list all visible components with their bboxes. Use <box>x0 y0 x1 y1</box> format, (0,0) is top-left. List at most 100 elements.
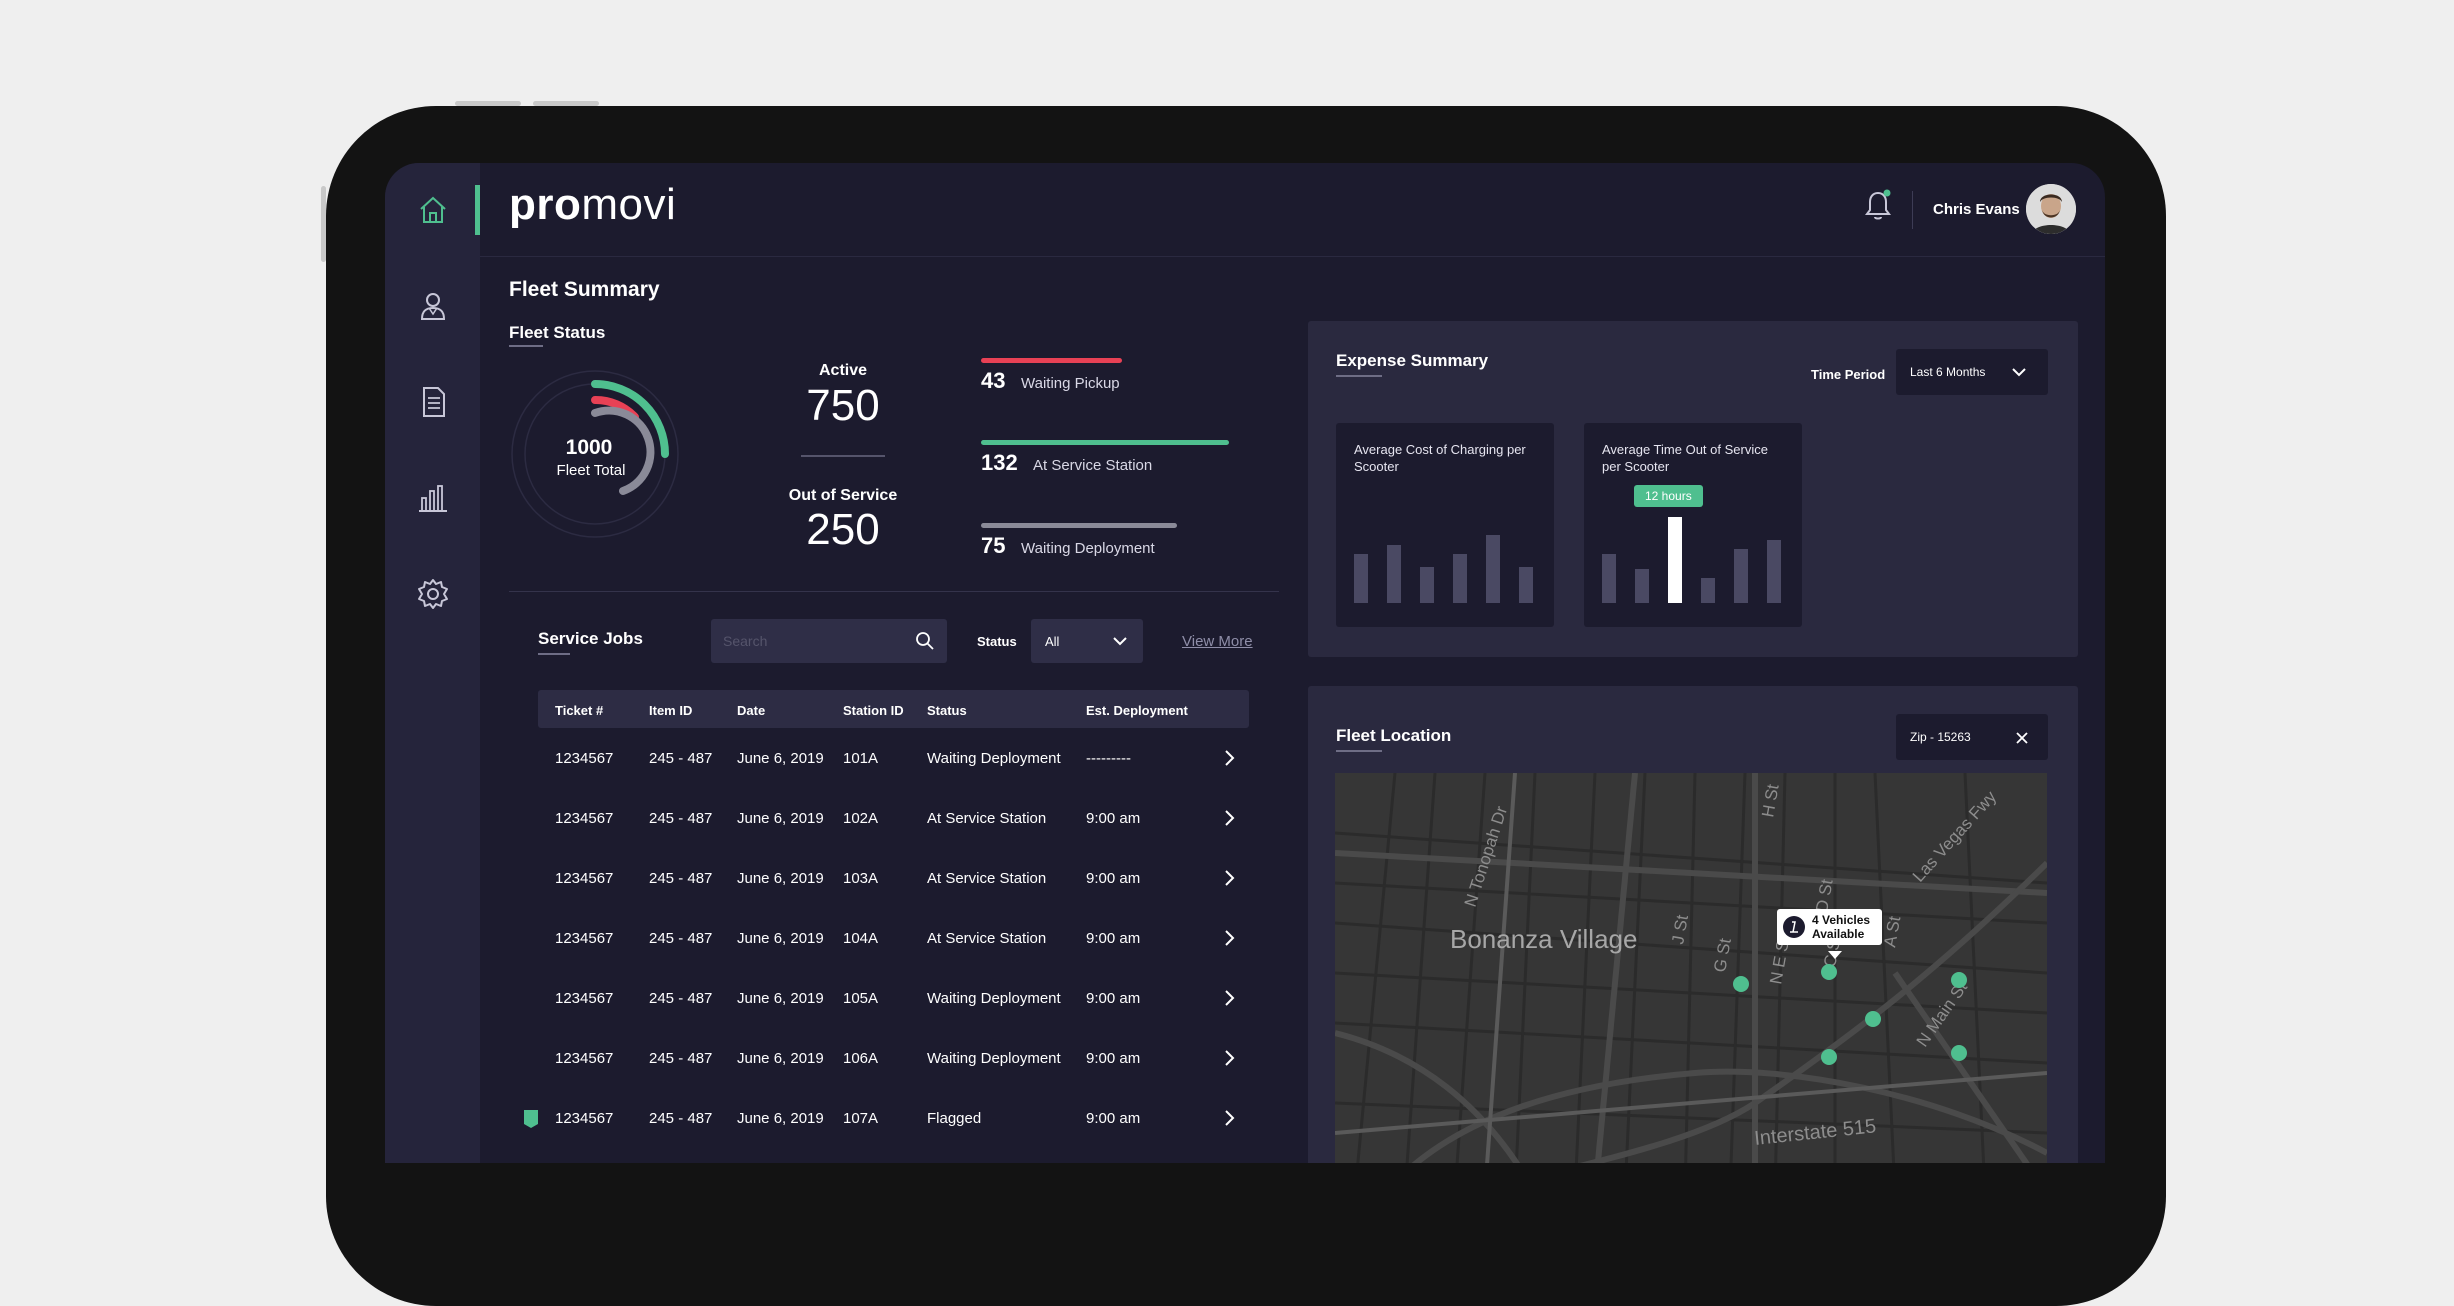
vehicles-popup[interactable]: 4 Vehicles Available <box>1777 909 1882 945</box>
chevron-right-icon[interactable] <box>1223 929 1235 947</box>
vehicle-marker[interactable] <box>1821 1049 1837 1065</box>
search-placeholder: Search <box>723 633 768 649</box>
home-icon <box>420 196 446 223</box>
expense-tooltip: 12 hours <box>1634 485 1703 507</box>
column-header[interactable]: Station ID <box>843 703 904 718</box>
vehicles-popup-text: 4 Vehicles Available <box>1812 913 1871 941</box>
table-header: Ticket # Item ID Date Station ID Status … <box>538 690 1249 728</box>
cell-date: June 6, 2019 <box>737 870 824 887</box>
service-jobs-title: Service Jobs <box>538 629 643 648</box>
chevron-down-icon <box>1113 637 1127 646</box>
expense-card-title: Average Time Out of Service per Scooter <box>1602 442 1768 474</box>
table-row[interactable]: 1234567 245 - 487 June 6, 2019 101A Waiting … <box>538 728 1249 788</box>
notifications-button[interactable] <box>1862 187 1894 228</box>
fleet-status-title: Fleet Status <box>509 323 606 342</box>
map-label: Bonanza Village <box>1450 924 1637 954</box>
cell-ticket: 1234567 <box>555 990 614 1007</box>
map[interactable]: Bonanza Village N Tonopah Dr H St D St L… <box>1335 773 2047 1163</box>
cell-station: 106A <box>843 1050 879 1067</box>
cell-status: Waiting Deployment <box>927 750 1061 767</box>
vehicle-marker[interactable] <box>1821 964 1837 980</box>
cell-ticket: 1234567 <box>555 750 614 767</box>
vehicle-marker[interactable] <box>1733 976 1749 992</box>
chevron-right-icon[interactable] <box>1223 869 1235 887</box>
logo[interactable]: promovi <box>509 180 677 229</box>
tablet-button <box>533 101 599 106</box>
table-row[interactable]: 1234567 245 - 487 June 6, 2019 102A At Servi… <box>538 788 1249 848</box>
expense-bar <box>1420 567 1434 603</box>
cell-item: 245 - 487 <box>649 870 713 887</box>
search-input[interactable]: Search <box>711 619 947 663</box>
bell-icon <box>1865 189 1891 220</box>
time-period-select[interactable]: Last 6 Months <box>1896 349 2048 395</box>
cell-status: At Service Station <box>927 810 1047 827</box>
fleet-total-value: 1000 <box>565 436 613 459</box>
column-header[interactable]: Ticket # <box>555 703 604 718</box>
expense-card[interactable]: Average Time Out of Service per Scooter … <box>1584 423 1802 627</box>
status-filter-label: Status <box>977 634 1017 649</box>
time-period-value: Last 6 Months <box>1910 365 1986 379</box>
cell-est: 9:00 am <box>1086 990 1141 1007</box>
expense-bar <box>1767 540 1781 603</box>
tablet-button <box>321 186 326 262</box>
section-underline <box>538 653 570 655</box>
expense-card-title: Average Cost of Charging per Scooter <box>1354 442 1526 474</box>
flag-icon <box>524 1110 538 1128</box>
cell-ticket: 1234567 <box>555 930 614 947</box>
expense-bar <box>1701 578 1715 603</box>
column-header[interactable]: Status <box>927 703 967 718</box>
close-icon[interactable] <box>2016 732 2028 744</box>
zip-filter-chip[interactable]: Zip - 15263 <box>1896 714 2048 760</box>
sidebar-item-documents[interactable] <box>415 384 451 420</box>
chevron-right-icon[interactable] <box>1223 809 1235 827</box>
view-more-link[interactable]: View More <box>1182 633 1253 650</box>
vehicle-marker[interactable] <box>1951 972 1967 988</box>
table-row[interactable]: 1234567 245 - 487 June 6, 2019 107A Flagged 9… <box>524 1088 1249 1148</box>
table-row[interactable]: 1234567 245 - 487 June 6, 2019 106A Waiting … <box>538 1028 1249 1088</box>
table-row[interactable]: 1234567 245 - 487 June 6, 2019 104A At Servi… <box>538 908 1249 968</box>
column-header[interactable]: Date <box>737 703 766 718</box>
chevron-right-icon[interactable] <box>1223 1049 1235 1067</box>
vehicle-marker[interactable] <box>1865 1011 1881 1027</box>
sidebar-item-users[interactable] <box>415 288 451 324</box>
column-header[interactable]: Item ID <box>649 703 693 718</box>
table-row[interactable]: 1234567 245 - 487 June 6, 2019 105A Waiting … <box>538 968 1249 1028</box>
header-divider <box>480 256 2105 257</box>
breakdown-label: At Service Station <box>1033 457 1153 474</box>
fleet-total-label: Fleet Total <box>556 462 626 479</box>
chevron-right-icon[interactable] <box>1223 1109 1235 1127</box>
brand-accent <box>475 185 480 235</box>
document-icon <box>423 387 445 417</box>
cell-est: --------- <box>1086 750 1131 767</box>
user-name[interactable]: Chris Evans <box>1933 201 2020 218</box>
cell-ticket: 1234567 <box>555 1110 614 1127</box>
chevron-down-icon <box>2012 368 2026 377</box>
cell-item: 245 - 487 <box>649 750 713 767</box>
sidebar-item-home[interactable] <box>415 192 451 228</box>
sidebar-item-settings[interactable] <box>415 576 451 612</box>
expense-card[interactable]: Average Cost of Charging per Scooter <box>1336 423 1554 627</box>
status-select[interactable]: All <box>1031 619 1143 663</box>
search-icon[interactable] <box>915 631 935 651</box>
breakdown-label: Waiting Pickup <box>1021 375 1120 392</box>
cell-status: Flagged <box>927 1110 982 1127</box>
cell-ticket: 1234567 <box>555 810 614 827</box>
expense-bar <box>1635 569 1649 603</box>
chevron-right-icon[interactable] <box>1223 749 1235 767</box>
cell-item: 245 - 487 <box>649 810 713 827</box>
out-of-service-value: 250 <box>806 505 880 554</box>
status-select-value: All <box>1045 634 1060 649</box>
chevron-right-icon[interactable] <box>1223 989 1235 1007</box>
avatar[interactable] <box>2026 184 2076 234</box>
table-row[interactable]: 1234567 245 - 487 June 6, 2019 103A At Servi… <box>538 848 1249 908</box>
bar-chart-icon <box>419 485 447 512</box>
vehicle-marker[interactable] <box>1951 1045 1967 1061</box>
cell-status: Waiting Deployment <box>927 1050 1061 1067</box>
cell-station: 101A <box>843 750 879 767</box>
breakdown-value: 75 <box>981 533 1006 558</box>
cell-date: June 6, 2019 <box>737 930 824 947</box>
sidebar-item-reports[interactable] <box>415 480 451 516</box>
breakdown-bar <box>981 523 1177 528</box>
column-header[interactable]: Est. Deployment <box>1086 703 1188 718</box>
fleet-gauge: 1000 Fleet Total <box>509 368 681 540</box>
